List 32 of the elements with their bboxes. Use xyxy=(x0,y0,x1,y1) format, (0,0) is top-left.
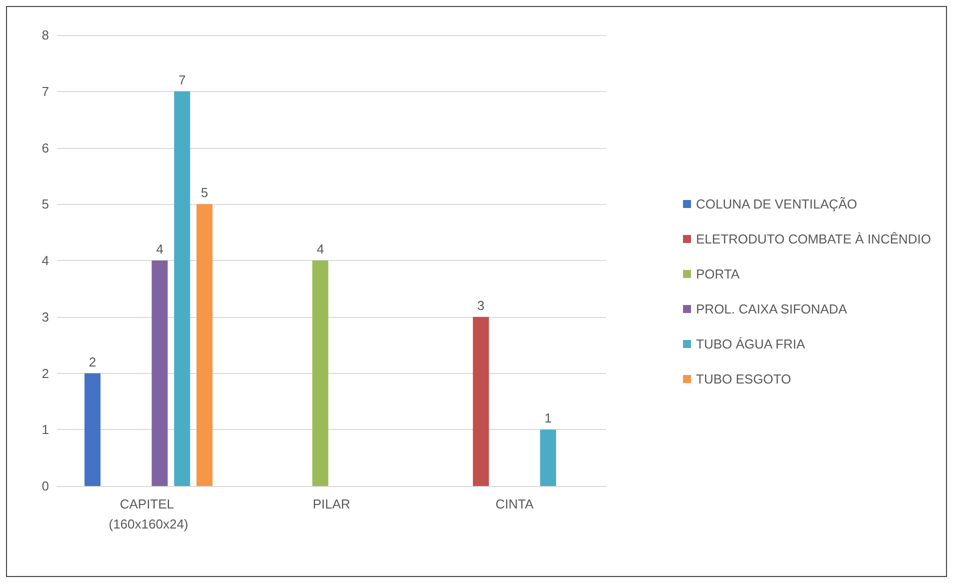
y-tick-label: 5 xyxy=(42,196,49,212)
data-label: 5 xyxy=(200,185,208,200)
bar xyxy=(152,260,168,486)
data-label: 4 xyxy=(156,242,164,256)
y-tick-label: 1 xyxy=(42,422,49,438)
x-tick-label: CINTA xyxy=(495,496,534,512)
data-label: 1 xyxy=(544,410,552,426)
bar xyxy=(174,91,190,486)
legend-label: ELETRODUTO COMBATE À INCÊNDIO xyxy=(696,232,932,246)
y-tick-label: 3 xyxy=(42,309,49,324)
y-tick-label: 2 xyxy=(42,366,49,381)
data-label: 7 xyxy=(178,72,186,88)
data-label: 3 xyxy=(477,298,485,313)
data-label: 2 xyxy=(88,354,96,370)
bar xyxy=(84,373,100,486)
legend-label: PORTA xyxy=(696,266,740,282)
bar xyxy=(312,260,328,486)
data-label: 4 xyxy=(316,242,324,256)
bar xyxy=(540,430,556,486)
x-tick-label: CAPITEL (160x160x24) xyxy=(108,496,188,532)
bar xyxy=(472,316,489,486)
legend-label: COLUNA DE VENTILAÇÃO xyxy=(696,196,858,212)
legend-label: TUBO ÁGUA FRIA xyxy=(696,336,806,352)
x-tick-label: PILAR xyxy=(312,496,350,512)
y-tick-label: 4 xyxy=(42,253,49,268)
y-tick-label: 7 xyxy=(42,84,49,99)
legend-label: PROL. CAIXA SIFONADA xyxy=(696,302,848,316)
y-tick-label: 0 xyxy=(42,478,49,494)
legend-label: TUBO ESGOTO xyxy=(696,372,792,386)
y-tick-label: 6 xyxy=(42,140,49,156)
y-tick-label: 8 xyxy=(42,28,49,42)
bar xyxy=(196,204,212,486)
